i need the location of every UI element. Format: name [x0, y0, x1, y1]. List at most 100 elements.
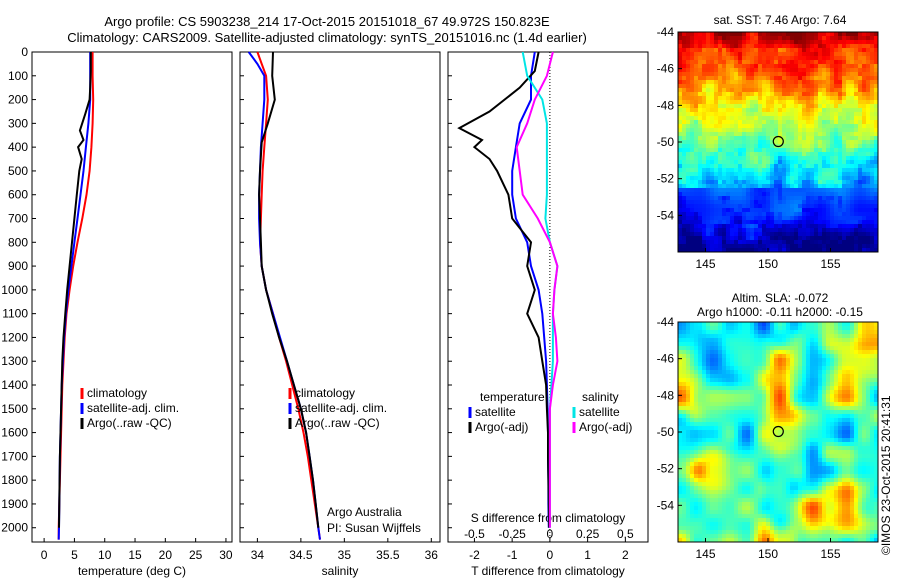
- map-cell: [770, 474, 775, 479]
- map-cell: [862, 478, 867, 483]
- map-cell: [850, 434, 855, 439]
- map-cell: [690, 386, 695, 391]
- map-cell: [846, 450, 851, 455]
- map-cell: [786, 350, 791, 355]
- map-cell: [698, 108, 703, 113]
- map-cell: [690, 216, 695, 221]
- map-cell: [830, 378, 835, 383]
- map-cell: [738, 418, 743, 423]
- map-cell: [722, 48, 727, 53]
- map-cell: [838, 398, 843, 403]
- map-cell: [770, 386, 775, 391]
- map-cell: [682, 346, 687, 351]
- y-tick-label: 1600: [1, 426, 28, 440]
- map-cell: [694, 192, 699, 197]
- map-cell: [726, 80, 731, 85]
- map-cell: [854, 156, 859, 161]
- map-cell: [754, 204, 759, 209]
- map-cell: [874, 32, 879, 37]
- map-cell: [746, 248, 751, 253]
- map-cell: [698, 212, 703, 217]
- map-cell: [818, 152, 823, 157]
- map-cell: [762, 402, 767, 407]
- map-cell: [710, 426, 715, 431]
- map-cell: [794, 430, 799, 435]
- map-cell: [718, 84, 723, 89]
- map-cell: [694, 378, 699, 383]
- map-cell: [782, 152, 787, 157]
- map-cell: [754, 438, 759, 443]
- map-cell: [714, 84, 719, 89]
- map-cell: [706, 474, 711, 479]
- map-cell: [726, 68, 731, 73]
- map-cell: [702, 434, 707, 439]
- map-cell: [770, 188, 775, 193]
- map-cell: [798, 402, 803, 407]
- map-cell: [870, 228, 875, 233]
- map-cell: [678, 208, 683, 213]
- map-cell: [694, 362, 699, 367]
- map-cell: [738, 366, 743, 371]
- map-cell: [726, 164, 731, 169]
- map-cell: [850, 208, 855, 213]
- map-cell: [742, 390, 747, 395]
- map-cell: [850, 410, 855, 415]
- map-cell: [826, 462, 831, 467]
- map-cell: [698, 426, 703, 431]
- map-cell: [830, 394, 835, 399]
- map-cell: [706, 108, 711, 113]
- map-cell: [846, 334, 851, 339]
- map-cell: [754, 156, 759, 161]
- map-cell: [770, 196, 775, 201]
- map-cell: [690, 390, 695, 395]
- map-cell: [782, 200, 787, 205]
- map-cell: [714, 36, 719, 41]
- map-cell: [742, 402, 747, 407]
- map-cell: [722, 322, 727, 327]
- map-cell: [746, 200, 751, 205]
- map-cell: [858, 192, 863, 197]
- map-cell: [846, 236, 851, 241]
- map-cell: [698, 346, 703, 351]
- map-cell: [734, 248, 739, 253]
- map-cell: [778, 212, 783, 217]
- map-cell: [830, 92, 835, 97]
- y-tick-label: 100: [8, 69, 28, 83]
- map-cell: [866, 68, 871, 73]
- map-cell: [794, 212, 799, 217]
- map-cell: [690, 212, 695, 217]
- map-cell: [826, 442, 831, 447]
- y-tick-label: -44: [657, 25, 675, 39]
- map-cell: [846, 52, 851, 57]
- map-cell: [686, 406, 691, 411]
- map-cell: [758, 322, 763, 327]
- map-cell: [774, 100, 779, 105]
- map-cell: [710, 422, 715, 427]
- map-cell: [738, 362, 743, 367]
- map-cell: [758, 430, 763, 435]
- map-cell: [838, 184, 843, 189]
- map-cell: [734, 426, 739, 431]
- map-cell: [826, 56, 831, 61]
- map-cell: [870, 244, 875, 249]
- map-cell: [794, 386, 799, 391]
- map-cell: [826, 346, 831, 351]
- map-cell: [766, 96, 771, 101]
- map-cell: [794, 224, 799, 229]
- map-cell: [750, 322, 755, 327]
- map-cell: [718, 52, 723, 57]
- map-cell: [698, 244, 703, 249]
- map-cell: [738, 200, 743, 205]
- map-cell: [798, 232, 803, 237]
- map-cell: [738, 36, 743, 41]
- map-cell: [814, 168, 819, 173]
- map-cell: [694, 354, 699, 359]
- map-cell: [746, 160, 751, 165]
- map-cell: [826, 88, 831, 93]
- map-cell: [694, 236, 699, 241]
- map-cell: [862, 104, 867, 109]
- map-cell: [730, 160, 735, 165]
- map-cell: [858, 410, 863, 415]
- map-cell: [722, 40, 727, 45]
- map-cell: [690, 120, 695, 125]
